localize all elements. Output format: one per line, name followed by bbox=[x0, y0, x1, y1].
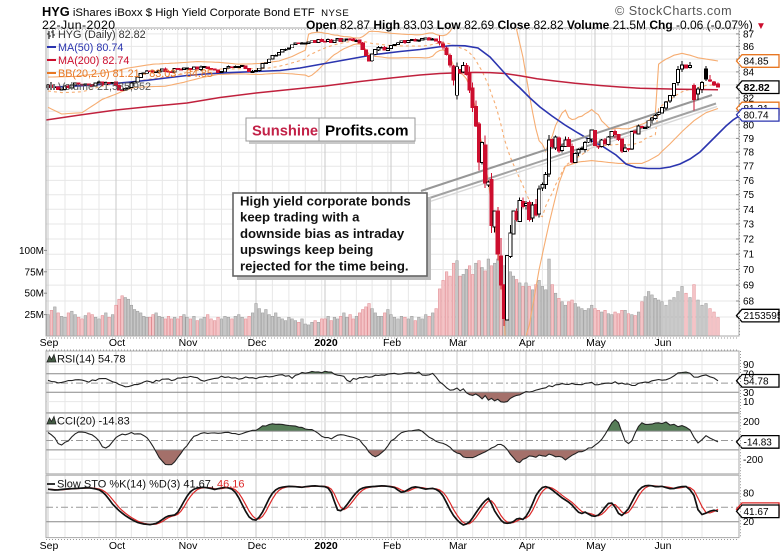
svg-text:78: 78 bbox=[743, 148, 755, 159]
svg-text:Volume 21,535,952: Volume 21,535,952 bbox=[58, 81, 151, 93]
svg-text:200: 200 bbox=[743, 417, 760, 428]
svg-text:25M: 25M bbox=[25, 310, 44, 321]
svg-text:BB(20,2.0) 81.21 - 83.03 - 84.: BB(20,2.0) 81.21 - 83.03 - 84.85 bbox=[58, 68, 213, 80]
svg-text:keep trading with a: keep trading with a bbox=[240, 210, 360, 225]
svg-text:Apr: Apr bbox=[519, 540, 536, 552]
svg-text:Jun: Jun bbox=[655, 337, 672, 349]
svg-text:RSI(14) 54.78: RSI(14) 54.78 bbox=[57, 354, 125, 366]
svg-text:Apr: Apr bbox=[519, 337, 536, 349]
svg-text:upswings keep being: upswings keep being bbox=[240, 242, 373, 257]
svg-text:69: 69 bbox=[743, 281, 755, 292]
svg-text:Jun: Jun bbox=[655, 540, 672, 552]
svg-text:71: 71 bbox=[743, 250, 755, 261]
svg-text:74: 74 bbox=[743, 205, 755, 216]
svg-text:MA(50) 80.74: MA(50) 80.74 bbox=[58, 42, 123, 54]
svg-text:80: 80 bbox=[743, 120, 755, 131]
svg-text:Nov: Nov bbox=[179, 337, 198, 349]
svg-text:CCI(20) -14.83: CCI(20) -14.83 bbox=[57, 416, 130, 428]
svg-text:Oct: Oct bbox=[109, 337, 125, 349]
svg-text:rejected for the time being.: rejected for the time being. bbox=[240, 258, 409, 273]
svg-text:Mar: Mar bbox=[449, 540, 468, 552]
svg-text:20: 20 bbox=[743, 517, 755, 528]
svg-text:Slow STO %K(14) %D(3) 41.67, 4: Slow STO %K(14) %D(3) 41.67, 46.16 bbox=[57, 479, 245, 491]
svg-text:May: May bbox=[586, 337, 607, 349]
svg-text:Sep: Sep bbox=[40, 540, 59, 552]
svg-text:80: 80 bbox=[743, 489, 755, 500]
svg-text:80.74: 80.74 bbox=[744, 110, 769, 121]
svg-text:10: 10 bbox=[743, 397, 755, 408]
svg-text:Profits.com: Profits.com bbox=[325, 123, 409, 140]
svg-text:72: 72 bbox=[743, 235, 755, 246]
svg-text:86: 86 bbox=[743, 42, 755, 53]
svg-text:Mar: Mar bbox=[449, 337, 468, 349]
svg-text:Sep: Sep bbox=[40, 337, 59, 349]
svg-text:Feb: Feb bbox=[383, 540, 401, 552]
svg-text:73: 73 bbox=[743, 220, 755, 231]
svg-text:Dec: Dec bbox=[248, 540, 267, 552]
svg-text:Dec: Dec bbox=[248, 337, 267, 349]
svg-text:downside bias as intraday: downside bias as intraday bbox=[240, 226, 405, 241]
svg-text:84.85: 84.85 bbox=[744, 57, 769, 68]
svg-text:21535952: 21535952 bbox=[744, 311, 780, 322]
svg-text:75M: 75M bbox=[25, 267, 44, 278]
svg-text:76: 76 bbox=[743, 176, 755, 187]
svg-text:79: 79 bbox=[743, 134, 755, 145]
svg-text:Feb: Feb bbox=[383, 337, 401, 349]
svg-text:May: May bbox=[586, 540, 607, 552]
svg-text:2020: 2020 bbox=[314, 337, 338, 349]
svg-text:MA(200) 82.74: MA(200) 82.74 bbox=[58, 55, 129, 67]
svg-text:2020: 2020 bbox=[314, 540, 338, 552]
svg-text:84: 84 bbox=[743, 67, 755, 78]
svg-text:Sunshine: Sunshine bbox=[252, 124, 318, 140]
svg-text:70: 70 bbox=[743, 369, 755, 380]
svg-text:Oct: Oct bbox=[109, 540, 125, 552]
svg-text:50M: 50M bbox=[25, 289, 44, 300]
svg-text:70: 70 bbox=[743, 265, 755, 276]
svg-text:High yield corporate bonds: High yield corporate bonds bbox=[240, 194, 411, 209]
svg-text:75: 75 bbox=[743, 190, 755, 201]
svg-text:82.82: 82.82 bbox=[744, 82, 770, 94]
svg-text:-14.83: -14.83 bbox=[744, 438, 773, 449]
svg-text:100M: 100M bbox=[19, 246, 44, 257]
svg-text:-200: -200 bbox=[743, 455, 763, 466]
svg-text:77: 77 bbox=[743, 162, 755, 173]
svg-text:68: 68 bbox=[743, 297, 755, 308]
svg-text:Nov: Nov bbox=[179, 540, 198, 552]
